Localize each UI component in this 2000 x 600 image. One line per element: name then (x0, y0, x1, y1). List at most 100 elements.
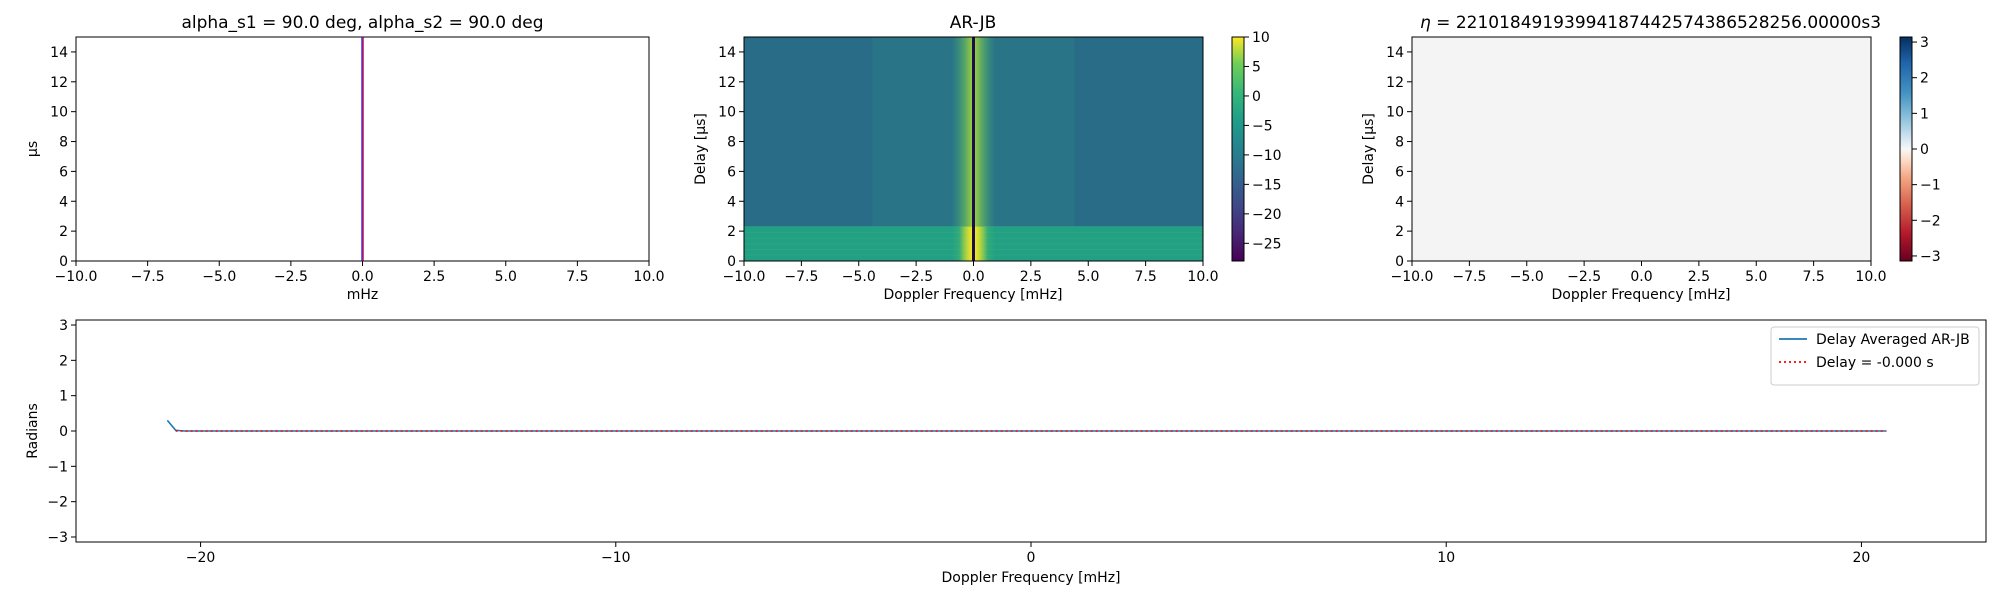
c-y-tick-label: 12 (1386, 75, 1404, 91)
panel-d-legend: Delay Averaged AR-JB Delay = -0.000 s (1770, 326, 1980, 386)
a-x-tick-label: −7.5 (131, 269, 165, 285)
panel-c-y-label: Delay [µs] (1361, 113, 1377, 185)
b-y-tick-label: 8 (727, 135, 736, 151)
b-y-tick-label: 4 (727, 194, 736, 210)
c-x-tick-label: −10.0 (1391, 269, 1434, 285)
c-x-tick-label: 2.5 (1688, 269, 1710, 285)
legend-label-series-2: Delay = -0.000 s (1816, 355, 1934, 371)
b-colorbar-tick-label: 0 (1252, 89, 1261, 105)
a-y-tick-label: 2 (59, 224, 68, 240)
heatmap-right-shade (1074, 37, 1203, 261)
b-colorbar-tick-label: 5 (1252, 59, 1261, 75)
c-x-tick-label: 0.0 (1630, 269, 1652, 285)
a-y-tick-label: 8 (59, 135, 68, 151)
d-y-tick-label: 0 (59, 424, 68, 440)
panel-b-colorbar-ticks: 10 5 0 −5 −10 −15 −20 −25 (1244, 30, 1282, 252)
c-y-tick-label: 10 (1386, 105, 1404, 121)
b-colorbar-tick-label: −25 (1252, 236, 1282, 252)
c-y-tick-label: 8 (1395, 135, 1404, 151)
c-colorbar-tick-label: 2 (1920, 71, 1929, 87)
panel-d-x-label: Doppler Frequency [mHz] (941, 570, 1120, 586)
a-x-tick-label: −10.0 (55, 269, 98, 285)
b-x-tick-label: 2.5 (1020, 269, 1042, 285)
a-y-tick-label: 4 (59, 194, 68, 210)
d-y-tick-label: 3 (59, 318, 68, 334)
a-x-tick-label: 5.0 (495, 269, 517, 285)
c-colorbar-tick-label: 3 (1920, 35, 1929, 51)
panel-c-plot-area (1412, 37, 1871, 261)
c-y-tick-label: 4 (1395, 194, 1404, 210)
c-y-tick-label: 6 (1395, 164, 1404, 180)
a-y-tick-label: 12 (50, 75, 68, 91)
a-y-tick-label: 6 (59, 164, 68, 180)
panel-c-heatmap: η = 2210184919399418744257438652825​6.00… (1361, 13, 1941, 303)
panel-a-title: alpha_s1 = 90.0 deg, alpha_s2 = 90.0 deg (181, 13, 543, 33)
a-x-tick-label: 10.0 (633, 269, 664, 285)
d-y-tick-label: −2 (47, 495, 68, 511)
b-y-tick-label: 10 (718, 105, 736, 121)
b-y-tick-label: 6 (727, 164, 736, 180)
panel-c-colorbar-ticks: 3 2 1 0 −1 −2 −3 (1912, 35, 1941, 265)
b-x-tick-label: −7.5 (784, 269, 818, 285)
b-x-tick-label: 5.0 (1077, 269, 1099, 285)
d-x-tick-label: 10 (1437, 550, 1455, 566)
b-colorbar-tick-label: −10 (1252, 148, 1282, 164)
panel-a-y-ticks: 0 2 4 6 8 10 12 14 (50, 45, 76, 270)
a-x-tick-label: −2.5 (274, 269, 308, 285)
d-x-tick-label: −20 (186, 550, 216, 566)
panel-c-x-ticks: −10.0 −7.5 −5.0 −2.5 0.0 2.5 5.0 7.5 10.0 (1391, 261, 1887, 285)
b-y-tick-label: 0 (727, 254, 736, 270)
panel-b-plot-area (744, 37, 1203, 261)
a-y-tick-label: 0 (59, 254, 68, 270)
d-x-tick-label: 20 (1853, 550, 1871, 566)
d-x-tick-label: −10 (601, 550, 631, 566)
b-x-tick-label: −5.0 (842, 269, 876, 285)
d-y-tick-label: 1 (59, 389, 68, 405)
c-y-tick-label: 14 (1386, 45, 1404, 61)
b-x-tick-label: −10.0 (723, 269, 766, 285)
panel-d-y-label: Radians (25, 403, 41, 459)
c-colorbar-tick-label: −2 (1920, 213, 1941, 229)
panel-c-title-value: 2210184919399418744257438652825​6.00000s… (1456, 13, 1881, 33)
panel-b-x-ticks: −10.0 −7.5 −5.0 −2.5 0.0 2.5 5.0 7.5 10.0 (723, 261, 1219, 285)
a-x-tick-label: 2.5 (423, 269, 445, 285)
panel-d-y-ticks: −3 −2 −1 0 1 2 3 (47, 318, 76, 546)
d-y-tick-label: 2 (59, 353, 68, 369)
legend-label-series-1: Delay Averaged AR-JB (1816, 332, 1970, 348)
c-colorbar-tick-label: 0 (1920, 142, 1929, 158)
b-x-tick-label: 0.0 (962, 269, 984, 285)
b-x-tick-label: 10.0 (1187, 269, 1218, 285)
panel-d-x-ticks: −20 −10 0 10 20 (186, 542, 1871, 566)
b-y-tick-label: 12 (718, 75, 736, 91)
b-colorbar-tick-label: −5 (1252, 118, 1273, 134)
b-colorbar-tick-label: 10 (1252, 30, 1270, 46)
panel-a-y-label: µs (25, 141, 41, 157)
legend-box (1770, 326, 1980, 386)
c-x-tick-label: 10.0 (1855, 269, 1886, 285)
a-x-tick-label: −5.0 (202, 269, 236, 285)
a-y-tick-label: 10 (50, 105, 68, 121)
panel-b-colorbar (1231, 36, 1245, 262)
panel-b-y-label: Delay [µs] (693, 113, 709, 185)
c-x-tick-label: 5.0 (1745, 269, 1767, 285)
panel-c-y-ticks: 0 2 4 6 8 10 12 14 (1386, 45, 1412, 270)
c-colorbar-tick-label: −1 (1920, 178, 1941, 194)
panel-b-x-label: Doppler Frequency [mHz] (883, 287, 1062, 303)
a-x-tick-label: 7.5 (566, 269, 588, 285)
b-y-tick-label: 2 (727, 224, 736, 240)
panel-c-title: η = 2210184919399418744257438652825​6.00… (1420, 13, 1881, 33)
d-y-tick-label: −3 (47, 530, 68, 546)
panel-d-series-line-1 (166, 419, 1887, 432)
heatmap-left-shade (744, 37, 873, 261)
b-y-tick-label: 14 (718, 45, 736, 61)
c-x-tick-label: 7.5 (1802, 269, 1824, 285)
c-y-tick-label: 2 (1395, 224, 1404, 240)
b-x-tick-label: −2.5 (899, 269, 933, 285)
c-x-tick-label: −5.0 (1510, 269, 1544, 285)
panel-a-x-ticks: −10.0 −7.5 −5.0 −2.5 0.0 2.5 5.0 7.5 10.0 (55, 261, 665, 285)
b-x-tick-label: 7.5 (1134, 269, 1156, 285)
a-x-tick-label: 0.0 (351, 269, 373, 285)
panel-c-colorbar (1899, 36, 1913, 262)
